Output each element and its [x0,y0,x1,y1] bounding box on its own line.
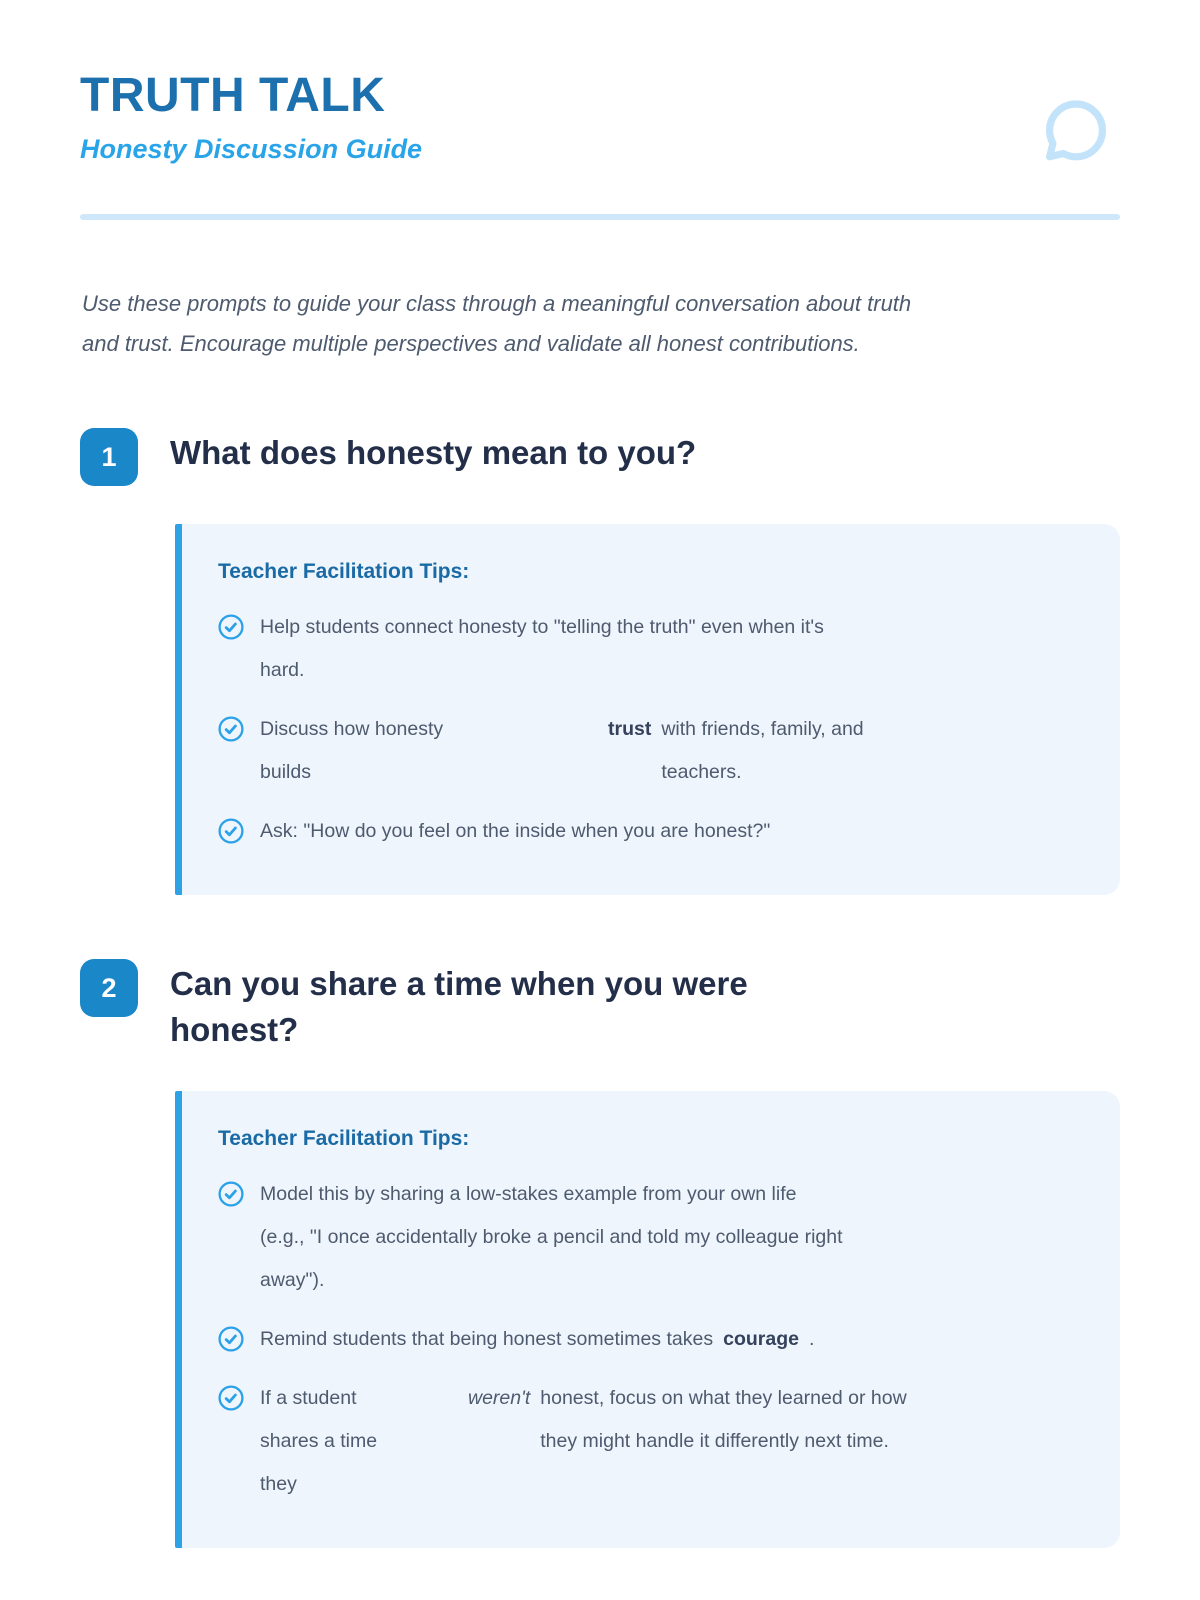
doc-subtitle: Honesty Discussion Guide [80,134,423,164]
check-circle-icon [218,1181,244,1207]
tips-list: Help students connect honesty to "tellin… [218,606,1092,853]
section: 2 Can you share a time when you were hon… [80,957,1120,1548]
tip-segment: . [808,1328,815,1350]
check-circle-icon [218,614,244,640]
tip-text: Help students connect honesty to "tellin… [260,606,1092,692]
tip-text: Discuss how honesty builds trust with frie… [260,708,1092,794]
tip-text: If a student shares a time they weren't ho… [260,1377,1092,1506]
check-circle-icon [218,716,244,742]
tip-text: Remind students that being honest someti… [260,1318,1092,1361]
tip-segment: with friends, family, and teachers. [661,718,864,783]
sections-container: 1 What does honesty mean to you? Teacher… [80,426,1120,1548]
tip-item: Help students connect honesty to "tellin… [218,606,1092,692]
tip-segment: weren't [468,1387,531,1409]
tips-title: Teacher Facilitation Tips: [218,1127,470,1150]
doc-title: TRUTH TALK [80,69,386,122]
tip-item: Discuss how honesty builds trust with frie… [218,708,1092,794]
tip-text: Ask: "How do you feel on the inside when… [260,810,1092,853]
section-number-badge: 2 [80,959,138,1017]
doc-header: TRUTH TALK Honesty Discussion Guide [80,70,1120,166]
check-circle-icon [218,1385,244,1411]
section-number-badge: 1 [80,428,138,486]
tip-segment: courage [723,1328,799,1350]
tip-segment: Help students connect honesty to "tellin… [260,616,824,681]
tip-segment: Discuss how honesty builds [260,718,444,783]
tip-segment: Ask: "How do you feel on the inside when… [260,820,771,842]
tip-segment: If a student shares a time they [260,1387,378,1495]
check-circle-icon [218,1326,244,1352]
tip-segment: honest, focus on what they learned or ho… [540,1387,907,1452]
section-head: 2 Can you share a time when you were hon… [80,957,1120,1053]
section-question: What does honesty mean to you? [170,434,697,471]
tip-item: Remind students that being honest someti… [218,1318,1092,1361]
section-head: 1 What does honesty mean to you? [80,426,1120,486]
tip-text: Model this by sharing a low-stakes examp… [260,1173,1092,1302]
tip-item: If a student shares a time they weren't ho… [218,1377,1092,1506]
section: 1 What does honesty mean to you? Teacher… [80,426,1120,895]
tip-item: Ask: "How do you feel on the inside when… [218,810,1092,853]
tip-segment: trust [608,718,652,740]
tips-panel: Teacher Facilitation Tips: Model this by… [175,1091,1120,1548]
section-question: Can you share a time when you were hones… [170,965,748,1048]
tip-segment: Remind students that being honest someti… [260,1328,714,1350]
header-divider [80,214,1120,220]
speech-bubble-icon [1040,92,1112,170]
tips-panel: Teacher Facilitation Tips: Help students… [175,524,1120,895]
tip-segment: Model this by sharing a low-stakes examp… [260,1183,843,1291]
tips-title: Teacher Facilitation Tips: [218,560,470,583]
tip-item: Model this by sharing a low-stakes examp… [218,1173,1092,1302]
check-circle-icon [218,818,244,844]
tips-list: Model this by sharing a low-stakes examp… [218,1173,1092,1506]
intro-text: Use these prompts to guide your class th… [82,291,912,356]
